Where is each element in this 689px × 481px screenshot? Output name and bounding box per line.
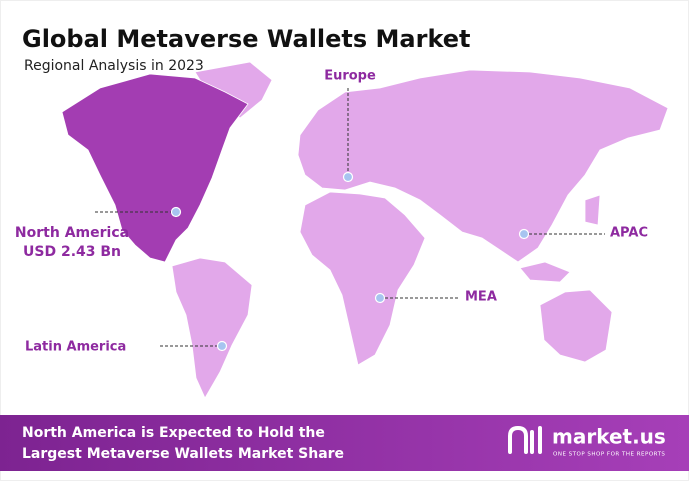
callouts: Europe North America USD 2.43 Bn APAC ME…	[15, 69, 648, 355]
region-label: North America	[15, 225, 129, 241]
brand-tagline: ONE STOP SHOP FOR THE REPORTS	[553, 452, 665, 458]
brand-logo: market.us ONE STOP SHOP FOR THE REPORTS	[508, 425, 666, 458]
australia	[539, 289, 613, 363]
footer-text: Largest Metaverse Wallets Market Share	[22, 446, 344, 462]
location-dot	[342, 171, 354, 183]
eurasia	[297, 69, 669, 263]
logo-mark	[508, 425, 542, 454]
location-dot	[170, 206, 182, 218]
world-map	[61, 61, 669, 399]
region-label: Europe	[324, 69, 376, 84]
brand-name: market.us	[552, 425, 666, 449]
region-label: MEA	[465, 290, 497, 305]
islands	[519, 194, 601, 283]
north-america	[61, 73, 249, 263]
subtitle: Regional Analysis in 2023	[24, 58, 204, 74]
location-dot	[374, 292, 386, 304]
region-label: Latin America	[25, 340, 126, 355]
title: Global Metaverse Wallets Market	[22, 25, 471, 53]
region-label: APAC	[610, 226, 648, 241]
africa	[299, 191, 426, 366]
location-dot	[518, 228, 530, 240]
location-dot	[216, 340, 228, 352]
region-value: USD 2.43 Bn	[23, 244, 121, 260]
latin-america	[171, 257, 253, 399]
footer-band	[0, 415, 689, 471]
footer-text: North America is Expected to Hold the	[22, 425, 325, 441]
